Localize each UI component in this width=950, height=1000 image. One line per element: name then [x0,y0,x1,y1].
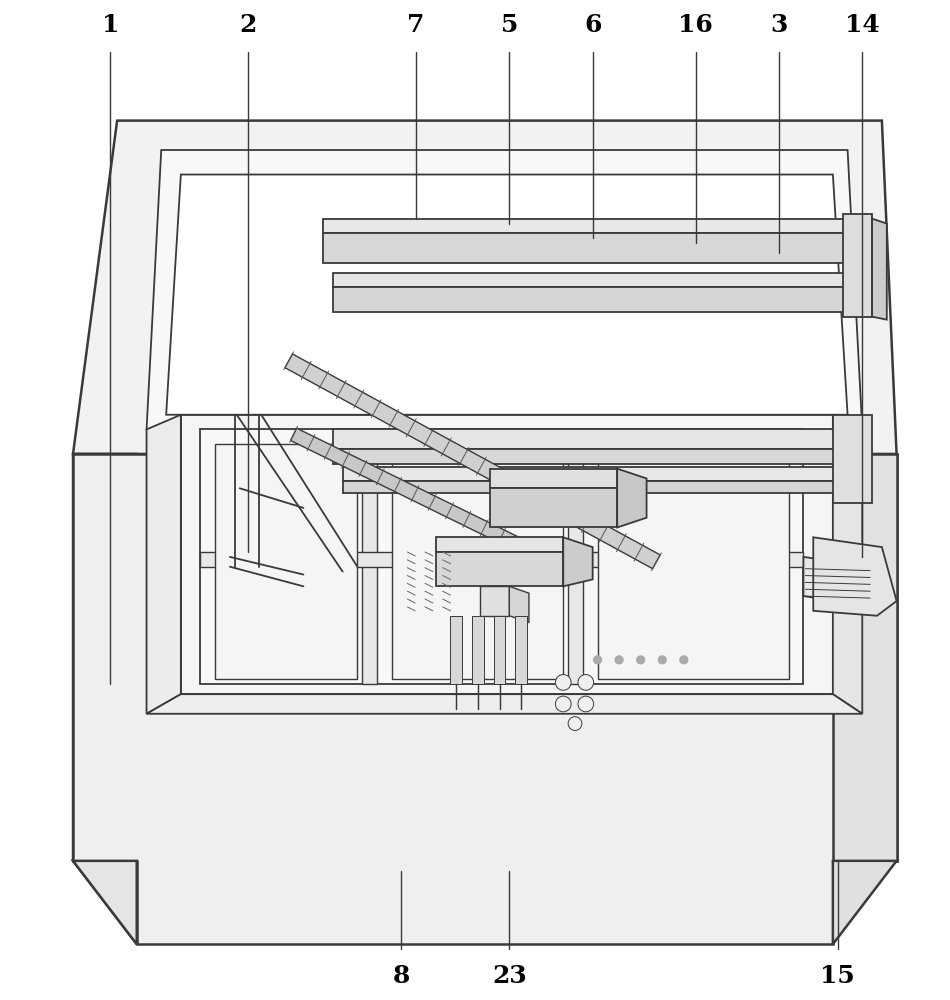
Circle shape [578,696,594,712]
Text: 3: 3 [770,13,788,37]
Polygon shape [73,861,137,944]
Circle shape [556,675,571,690]
Polygon shape [332,449,843,464]
Polygon shape [146,694,863,714]
Polygon shape [450,616,463,684]
Polygon shape [489,469,618,488]
Text: 2: 2 [238,13,256,37]
Text: 1: 1 [102,13,119,37]
Polygon shape [494,616,505,684]
Polygon shape [568,429,583,684]
Polygon shape [472,616,484,684]
Polygon shape [285,354,660,569]
Polygon shape [833,454,897,861]
Text: 8: 8 [392,964,410,988]
Polygon shape [833,415,863,714]
Circle shape [556,696,571,712]
Text: 14: 14 [845,13,880,37]
Polygon shape [343,481,852,493]
Polygon shape [200,429,804,684]
Polygon shape [563,537,593,586]
Polygon shape [436,552,563,586]
Polygon shape [332,429,843,449]
Polygon shape [436,537,563,552]
Polygon shape [843,214,872,317]
Circle shape [680,656,688,664]
Polygon shape [833,415,872,503]
Circle shape [594,656,601,664]
Circle shape [616,656,623,664]
Polygon shape [813,537,897,616]
Polygon shape [872,219,886,320]
Polygon shape [362,429,377,684]
Polygon shape [509,586,529,623]
Polygon shape [166,175,847,415]
Polygon shape [515,616,527,684]
Text: 6: 6 [584,13,601,37]
Polygon shape [332,287,858,312]
Text: 15: 15 [821,964,855,988]
Text: 23: 23 [492,964,526,988]
Polygon shape [480,586,509,616]
Polygon shape [618,469,647,527]
Circle shape [578,675,594,690]
Text: 16: 16 [678,13,713,37]
Polygon shape [804,557,872,606]
Polygon shape [323,233,852,263]
Polygon shape [180,415,833,694]
Polygon shape [73,454,137,944]
Polygon shape [146,150,863,429]
Polygon shape [489,488,618,527]
Text: 7: 7 [408,13,425,37]
Circle shape [568,717,581,730]
Polygon shape [200,552,804,567]
Polygon shape [833,861,897,944]
Polygon shape [323,219,852,233]
Circle shape [636,656,645,664]
Polygon shape [332,273,858,287]
Polygon shape [73,121,897,454]
Polygon shape [216,444,357,679]
Polygon shape [73,454,897,944]
Polygon shape [343,467,852,481]
Polygon shape [598,444,788,679]
Circle shape [658,656,666,664]
Polygon shape [146,415,180,714]
Polygon shape [291,428,557,568]
Polygon shape [391,444,563,679]
Text: 5: 5 [501,13,518,37]
